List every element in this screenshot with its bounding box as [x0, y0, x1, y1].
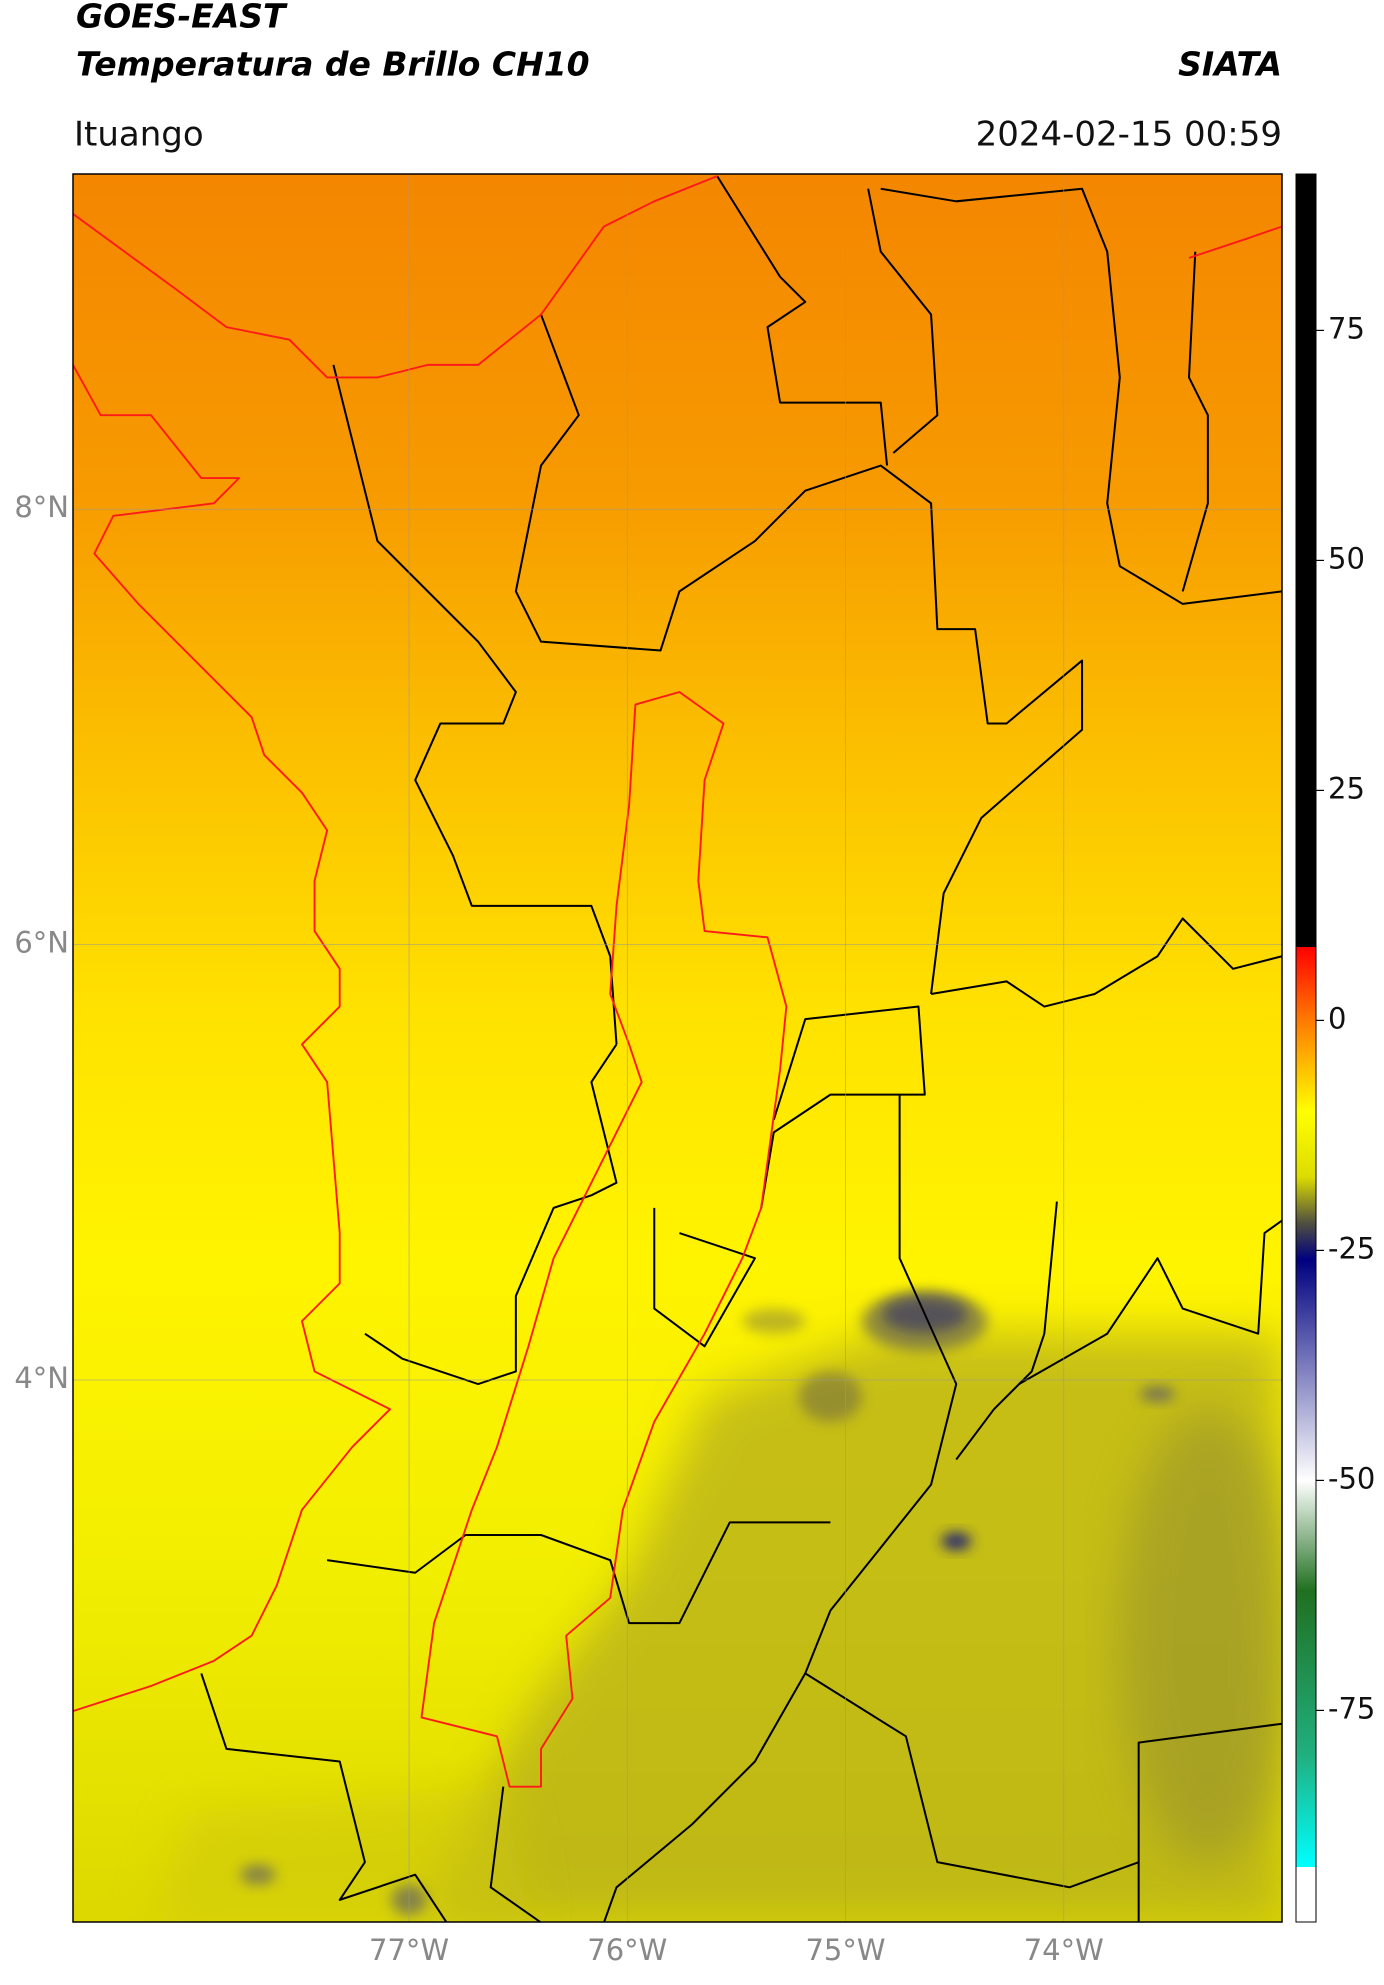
boundary: [867, 188, 939, 454]
x-tick-label: 77°W: [369, 1933, 449, 1967]
boundary: [332, 364, 618, 1045]
source: SIATA: [1178, 45, 1282, 84]
colorbar: 75 50 25 0 -25 -50 -75: [1295, 173, 1375, 1923]
y-tick-label: 6°N: [14, 926, 69, 960]
region-outline: [420, 691, 788, 1788]
colorbar-tick-label: 25: [1328, 771, 1365, 805]
cloud-top: [240, 1864, 276, 1885]
location: Ituango: [74, 115, 204, 155]
y-tick-label: 4°N: [14, 1361, 69, 1395]
cloud-top: [861, 1290, 988, 1352]
colorbar-tick-label: 75: [1328, 311, 1365, 345]
boundary: [955, 1201, 1058, 1461]
boundary: [760, 1005, 926, 1209]
boundary: [326, 1521, 831, 1625]
title: GOES-EAST: [76, 0, 288, 36]
boundary: [1181, 251, 1209, 592]
colorbar-tick-label: 50: [1328, 541, 1365, 575]
graticule: [73, 174, 1282, 1922]
cold-region: [151, 1786, 529, 1922]
subtitle: Temperatura de Brillo CH10: [76, 45, 590, 84]
coastline: [73, 175, 718, 379]
boundary: [804, 1672, 1140, 1889]
x-tick-label: 74°W: [1024, 1933, 1104, 1967]
boundary: [603, 1094, 958, 1922]
colorbar-tick-label: -25: [1328, 1231, 1375, 1265]
cloud-top: [1139, 1386, 1176, 1402]
boundaries: [200, 175, 1282, 1922]
axes: 77°W 76°W 75°W 74°W 8°N 6°N 4°N: [14, 490, 1103, 1967]
cold-region: [415, 1333, 1282, 1922]
cloud-top: [941, 1532, 972, 1551]
boundary: [489, 1786, 542, 1922]
boundary: [1018, 1219, 1282, 1385]
colorbar-scale: [1295, 173, 1317, 1923]
boundary: [880, 187, 1282, 605]
cloud-top: [798, 1371, 862, 1422]
cloud-top: [742, 1308, 806, 1334]
x-tick-label: 75°W: [805, 1933, 885, 1967]
field-detail: [73, 175, 1282, 1922]
map-frame: [72, 173, 1283, 1923]
colorbar-tick-label: 0: [1328, 1001, 1346, 1035]
colorbar-tick-label: -50: [1328, 1461, 1375, 1495]
colorbar-tick-label: -75: [1328, 1691, 1375, 1725]
x-tick-label: 76°W: [587, 1933, 667, 1967]
boundary: [653, 1207, 756, 1348]
y-tick-label: 8°N: [14, 490, 69, 524]
cold-region: [1119, 1409, 1282, 1863]
boundary: [930, 917, 1282, 1008]
boundary: [200, 1673, 448, 1922]
map-area: [73, 174, 1282, 1922]
timestamp: 2024-02-15 00:59: [976, 115, 1282, 155]
boundary: [514, 314, 1084, 995]
coastline: [1188, 225, 1282, 259]
boundary: [716, 175, 889, 466]
boundary: [364, 1043, 618, 1386]
